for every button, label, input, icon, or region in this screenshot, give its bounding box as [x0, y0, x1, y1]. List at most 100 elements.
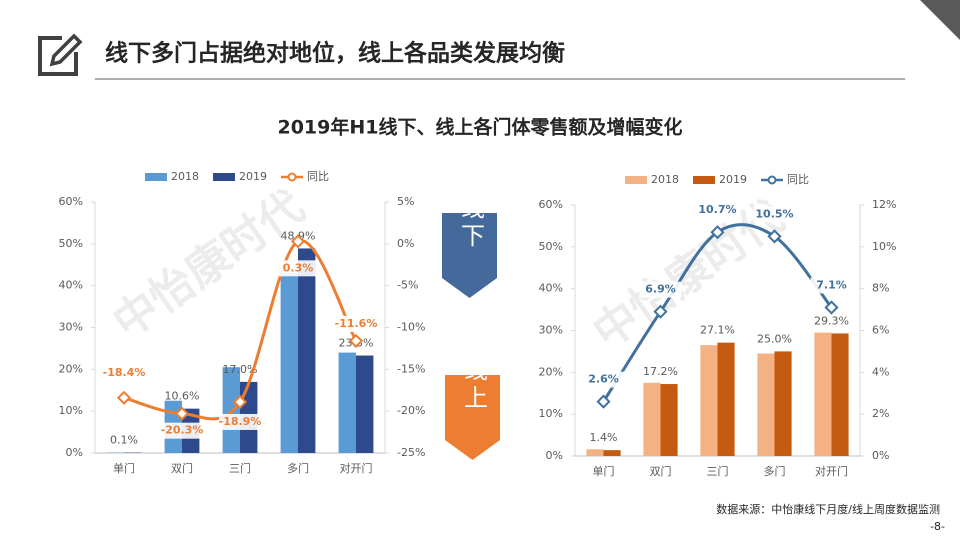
y-tick-label: 30%	[59, 321, 83, 334]
bar	[700, 345, 718, 456]
label-bg	[639, 281, 682, 298]
legend-swatch	[693, 176, 715, 184]
point-marker	[116, 390, 132, 405]
y2-tick-label: 5%	[397, 195, 414, 208]
line-value-label: 10.7%	[698, 203, 736, 216]
y-tick-label: 30%	[539, 324, 563, 337]
bar-value-label: 29.3%	[814, 314, 849, 327]
bar-value-label: 17.2%	[643, 365, 678, 378]
bar-value-label: 25.0%	[757, 332, 792, 345]
line-value-label: 10.5%	[755, 207, 793, 220]
point-marker	[653, 304, 668, 319]
x-tick-label: 对开门	[340, 461, 373, 475]
point-marker	[174, 406, 190, 421]
side-tag: 线上	[445, 357, 500, 460]
legend-swatch	[213, 173, 235, 181]
bar	[298, 248, 316, 453]
bar-value-label: 27.1%	[700, 324, 735, 337]
y-tick-label: 0%	[546, 449, 563, 462]
tag-text-1: 线上	[460, 357, 488, 413]
label-bg	[753, 206, 796, 223]
bar-value-label: 1.4%	[590, 431, 618, 444]
label-bg	[582, 371, 625, 388]
y2-tick-label: 10%	[872, 240, 896, 253]
bar-value-label: 0.1%	[110, 434, 138, 447]
y2-tick-label: -5%	[397, 279, 418, 292]
y-tick-label: 20%	[59, 362, 83, 375]
x-tick-label: 双门	[650, 464, 672, 478]
chart-title: 2019年H1线下、线上各门体零售额及增幅变化	[277, 116, 682, 139]
slide-title: 线下多门占据绝对地位，线上各品类发展均衡	[105, 40, 565, 67]
corner	[920, 0, 960, 40]
bar	[603, 450, 621, 456]
point-marker	[596, 394, 611, 409]
legend-swatch	[145, 173, 167, 181]
bar	[660, 384, 678, 456]
bar	[831, 333, 849, 456]
label-bg	[161, 422, 203, 439]
y-tick-label: 40%	[539, 282, 563, 295]
bar	[757, 353, 775, 456]
y2-tick-label: 8%	[872, 282, 889, 295]
line-value-label: -11.6%	[335, 317, 378, 330]
point-marker	[348, 333, 364, 348]
tag-text-1: 线下	[457, 195, 485, 251]
y-tick-label: 10%	[539, 407, 563, 420]
legend-label: 2018	[171, 170, 199, 183]
point-marker	[710, 225, 725, 240]
line-value-label: -18.9%	[219, 415, 262, 428]
x-tick-label: 对开门	[815, 464, 848, 478]
tag-shape	[445, 375, 500, 460]
label-bg	[696, 202, 739, 219]
bar	[717, 342, 735, 456]
y-tick-label: 40%	[59, 279, 83, 292]
line-value-label: -18.4%	[103, 366, 146, 379]
label-bg	[277, 260, 319, 277]
y-tick-label: 20%	[539, 365, 563, 378]
x-tick-label: 多门	[764, 464, 786, 478]
bar	[774, 351, 792, 456]
y2-tick-label: 4%	[872, 365, 889, 378]
side-tag: 线下	[442, 195, 497, 298]
label-bg	[219, 413, 261, 430]
x-tick-label: 单门	[593, 464, 615, 478]
bar	[586, 449, 604, 456]
bar-value-label: 10.6%	[165, 390, 200, 403]
y2-tick-label: -15%	[397, 362, 425, 375]
legend-swatch	[625, 176, 647, 184]
line-value-label: 6.9%	[645, 283, 676, 296]
bar	[280, 273, 298, 453]
legend-marker	[767, 175, 777, 185]
bar	[814, 332, 832, 456]
line-value-label: -20.3%	[161, 424, 204, 437]
legend-label: 2019	[719, 173, 747, 186]
label-bg	[335, 315, 377, 332]
legend-label: 2018	[651, 173, 679, 186]
bar-value-label: 17.0%	[223, 363, 258, 376]
y-tick-label: 60%	[59, 195, 83, 208]
page-number: -8-	[930, 520, 945, 533]
x-tick-label: 单门	[113, 461, 135, 475]
source: 数据来源：中怡康线下月度/线上周度数据监测	[716, 502, 940, 516]
y2-tick-label: -20%	[397, 404, 425, 417]
tag-shape	[442, 213, 497, 298]
y2-tick-label: 0%	[397, 237, 414, 250]
x-tick-label: 多门	[287, 461, 309, 475]
legend-marker	[287, 172, 297, 182]
legend-label: 2019	[239, 170, 267, 183]
y2-tick-label: 6%	[872, 324, 889, 337]
bar	[338, 352, 356, 453]
point-marker	[232, 394, 248, 410]
point-marker	[824, 300, 839, 315]
legend-label: 同比	[787, 173, 809, 186]
y-tick-label: 10%	[59, 404, 83, 417]
label-bg	[103, 364, 145, 381]
y2-tick-label: 2%	[872, 407, 889, 420]
bar	[356, 355, 374, 453]
y2-tick-label: -25%	[397, 446, 425, 459]
legend-label: 同比	[307, 170, 329, 183]
x-tick-label: 双门	[171, 461, 193, 475]
y2-tick-label: -10%	[397, 321, 425, 334]
line-value-label: 2.6%	[588, 373, 619, 386]
